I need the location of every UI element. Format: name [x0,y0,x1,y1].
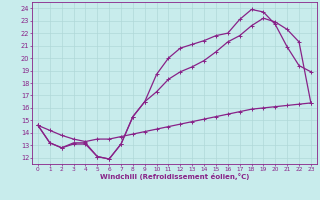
X-axis label: Windchill (Refroidissement éolien,°C): Windchill (Refroidissement éolien,°C) [100,173,249,180]
